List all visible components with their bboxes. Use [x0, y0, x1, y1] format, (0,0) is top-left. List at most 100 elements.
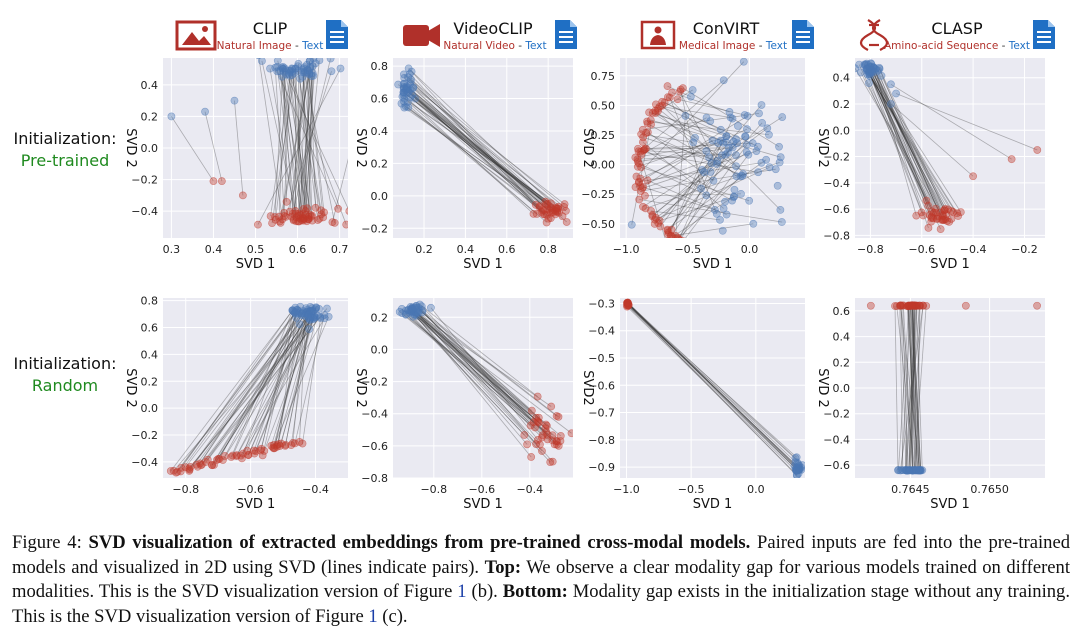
data-point [197, 461, 205, 470]
data-point [305, 325, 314, 333]
data-point [919, 211, 928, 220]
pair-line [412, 307, 558, 445]
pair-line [285, 319, 311, 445]
pair-line [405, 313, 543, 436]
pair-line [416, 315, 540, 423]
x-tick-label: −0.2 [1011, 243, 1038, 256]
pair-line [866, 63, 936, 213]
pair-line [406, 87, 567, 223]
pair-line [869, 75, 959, 217]
figure-ref-link[interactable]: 1 [368, 605, 378, 627]
y-tick-label: 0.0 [833, 382, 851, 395]
points [866, 301, 1041, 475]
pair-line [908, 305, 918, 471]
pair-line [412, 316, 525, 436]
header-convirt: ConVIRT Medical Image - Text [640, 19, 814, 52]
data-point [303, 66, 312, 74]
pair-line [281, 67, 299, 222]
pair-line [181, 310, 293, 469]
data-point [295, 320, 304, 329]
pair-line [642, 140, 713, 188]
data-point [943, 217, 951, 225]
pair-line [276, 309, 316, 446]
pair-line [642, 141, 724, 209]
y-tick-label: 0.2 [371, 157, 389, 170]
data-point [546, 458, 555, 466]
data-point [219, 456, 227, 464]
figure-ref-link[interactable]: 1 [457, 581, 467, 603]
pair-line [279, 71, 303, 221]
pair-line [867, 74, 922, 213]
data-point [864, 60, 873, 69]
pair-line [403, 101, 538, 215]
pair-line [419, 304, 538, 397]
data-point [1007, 155, 1016, 164]
pair-line [870, 63, 936, 209]
pair-line [675, 115, 686, 236]
figure-caption: Figure 4: SVD visualization of extracted… [12, 531, 1070, 629]
data-point [698, 166, 707, 174]
data-point [541, 197, 550, 206]
data-point [250, 449, 259, 458]
pair-lines [170, 306, 330, 473]
data-point [791, 454, 800, 462]
data-point [924, 223, 933, 232]
pair-line [643, 136, 718, 162]
pair-line [627, 305, 799, 468]
data-point [956, 208, 965, 217]
data-point [775, 142, 783, 151]
pair-line [902, 305, 908, 471]
pair-line [190, 315, 315, 468]
pair-line [416, 307, 540, 418]
pair-line [403, 77, 559, 208]
header-clip: CLIP Natural Image - Text [175, 19, 348, 52]
data-point [627, 220, 636, 229]
pair-line [867, 68, 924, 216]
row-label-value: Random [31, 376, 99, 395]
pair-lines [397, 68, 567, 223]
pair-line [855, 68, 941, 213]
data-point [744, 150, 753, 159]
points [855, 59, 1042, 234]
pair-line [905, 305, 910, 471]
pair-line [870, 63, 929, 229]
pair-line [685, 154, 749, 238]
data-point [278, 72, 287, 81]
pair-line [405, 106, 554, 213]
pair-line [647, 131, 714, 181]
data-point [546, 208, 555, 217]
pair-line [868, 82, 941, 230]
y-tick-label: 0.8 [371, 60, 389, 73]
data-point [636, 174, 645, 183]
pair-line [867, 70, 934, 219]
pair-line [401, 308, 531, 426]
data-point [209, 177, 218, 186]
pair-line [914, 305, 917, 471]
pair-line [911, 305, 922, 471]
data-point [298, 210, 307, 218]
data-point [691, 133, 699, 142]
data-point [892, 89, 900, 98]
y-axis-label: SVD 2 [815, 128, 830, 168]
data-point [969, 172, 978, 181]
pair-line [912, 305, 922, 471]
pair-line [405, 310, 551, 463]
data-point [399, 70, 408, 79]
data-point [210, 461, 218, 469]
data-point [773, 181, 782, 190]
pair-line [900, 305, 914, 471]
data-point [270, 444, 279, 453]
caption-text: (b). [466, 581, 503, 603]
data-point [556, 437, 565, 445]
data-point [725, 143, 733, 152]
y-tick-label: −0.4 [131, 456, 158, 469]
data-point [230, 96, 239, 105]
data-point [643, 117, 651, 126]
data-point [705, 153, 714, 162]
data-point [642, 129, 650, 137]
data-point [212, 456, 221, 464]
pair-line [913, 305, 927, 471]
x-tick-label: −0.8 [172, 483, 199, 496]
data-point [742, 141, 751, 149]
data-point [635, 195, 644, 204]
